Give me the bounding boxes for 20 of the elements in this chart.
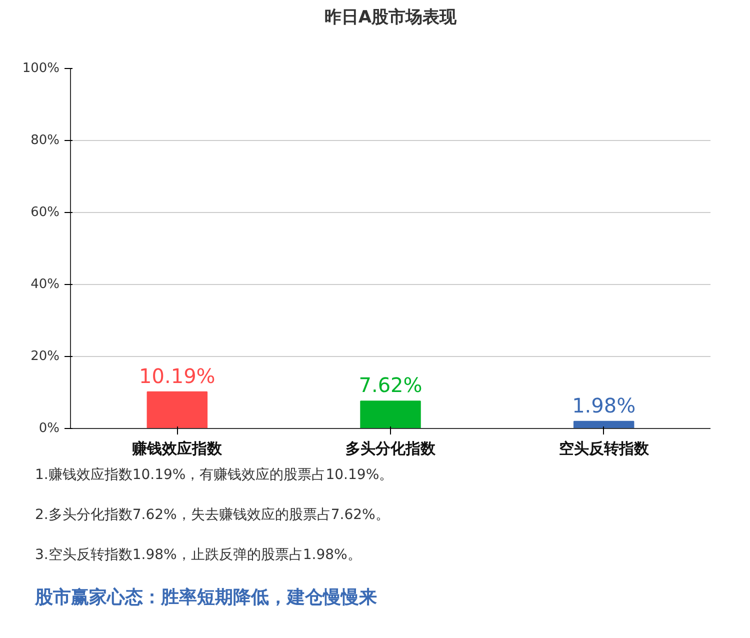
text: 2.多头分化指数7.62%，失去赚钱效应的股票占7.62%。 bbox=[35, 506, 390, 525]
chart-title: 昨日A股市场表现 bbox=[324, 8, 458, 28]
text: 3.空头反转指数1.98%，止跌反弹的股票占1.98%。 bbox=[35, 546, 362, 565]
y-tick-label: 100% bbox=[22, 61, 60, 76]
x-tick-label: 空头反转指数 bbox=[558, 440, 650, 458]
y-tick-label: 60% bbox=[30, 205, 60, 220]
bar bbox=[146, 391, 208, 428]
x-tick-label: 多头分化指数 bbox=[346, 440, 436, 458]
data-label: 7.62% bbox=[358, 373, 422, 398]
y-tick-label: 80% bbox=[30, 133, 60, 148]
data-label: 1.98% bbox=[572, 393, 636, 418]
y-tick-label: 20% bbox=[30, 349, 60, 364]
text: 1.赚钱效应指数10.19%，有赚钱效应的股票占10.19%。 bbox=[35, 466, 394, 485]
bar bbox=[573, 420, 634, 428]
data-label: 10.19% bbox=[139, 364, 216, 388]
bar bbox=[360, 400, 421, 428]
x-tick-label: 赚钱效应指数 bbox=[131, 440, 224, 458]
y-tick-label: 40% bbox=[30, 277, 60, 292]
y-tick-label: 0% bbox=[38, 421, 60, 436]
text: 股市赢家心态：胜率短期降低，建仓慢慢来 bbox=[35, 586, 377, 610]
